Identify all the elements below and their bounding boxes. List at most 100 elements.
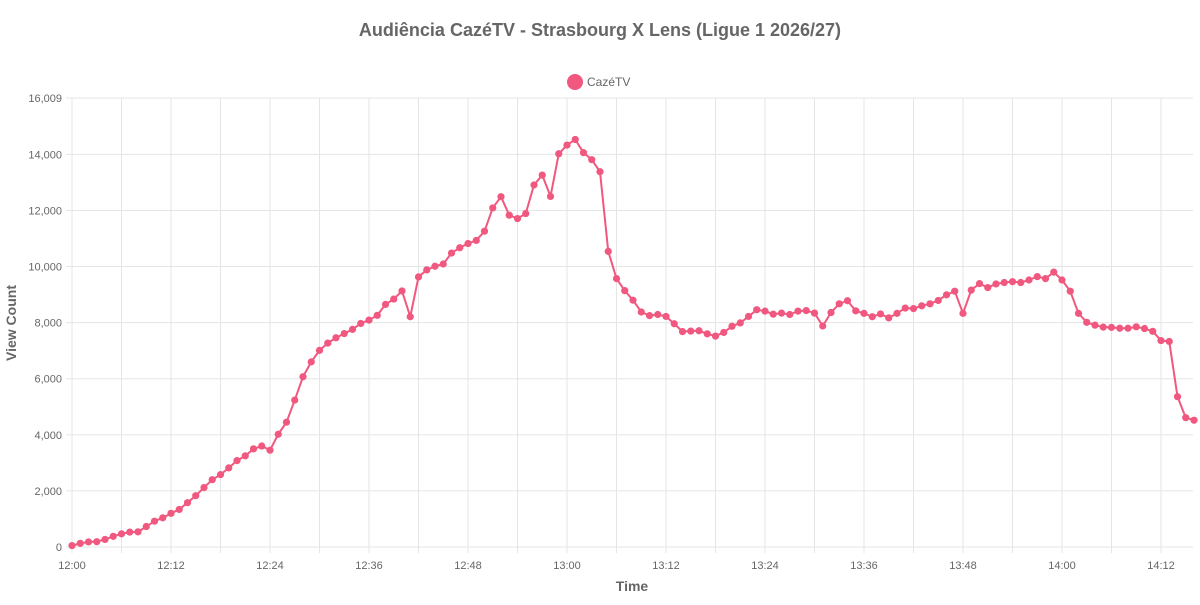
data-point[interactable] — [1017, 278, 1025, 287]
data-point[interactable] — [934, 296, 942, 305]
data-point[interactable] — [159, 514, 167, 522]
data-point[interactable] — [225, 464, 233, 472]
data-point[interactable] — [687, 327, 695, 335]
data-point[interactable] — [1008, 278, 1017, 286]
data-point[interactable] — [1173, 393, 1182, 401]
data-point[interactable] — [109, 532, 117, 540]
data-point[interactable] — [282, 418, 291, 426]
data-point[interactable] — [431, 262, 439, 270]
data-point[interactable] — [497, 193, 505, 201]
data-point[interactable] — [827, 308, 835, 317]
data-point[interactable] — [381, 300, 390, 308]
data-point[interactable] — [711, 332, 720, 340]
data-point[interactable] — [175, 505, 183, 514]
data-point[interactable] — [1025, 276, 1033, 284]
data-point[interactable] — [456, 244, 464, 252]
data-point[interactable] — [1149, 327, 1157, 335]
data-point[interactable] — [365, 316, 373, 324]
data-point[interactable] — [629, 296, 637, 304]
data-point[interactable] — [1099, 323, 1107, 331]
data-point[interactable] — [274, 430, 282, 438]
data-point[interactable] — [307, 358, 315, 366]
data-point[interactable] — [1033, 273, 1041, 281]
data-point[interactable] — [472, 236, 480, 245]
data-point[interactable] — [563, 141, 571, 149]
data-point[interactable] — [538, 171, 546, 179]
data-point[interactable] — [291, 396, 299, 404]
data-point[interactable] — [703, 330, 711, 338]
data-point[interactable] — [68, 542, 76, 550]
data-point[interactable] — [208, 476, 216, 484]
data-point[interactable] — [332, 334, 340, 342]
data-point[interactable] — [1165, 337, 1173, 346]
data-point[interactable] — [918, 302, 926, 310]
data-point[interactable] — [200, 483, 208, 492]
data-point[interactable] — [398, 287, 406, 295]
data-point[interactable] — [794, 307, 802, 315]
data-point[interactable] — [843, 297, 852, 305]
data-point[interactable] — [728, 322, 736, 330]
data-point[interactable] — [992, 280, 1000, 288]
data-point[interactable] — [596, 168, 604, 176]
data-point[interactable] — [373, 311, 381, 319]
data-point[interactable] — [101, 535, 109, 544]
data-point[interactable] — [678, 328, 687, 336]
data-point[interactable] — [802, 306, 810, 315]
data-point[interactable] — [348, 325, 357, 333]
data-point[interactable] — [1124, 324, 1132, 332]
data-point[interactable] — [926, 300, 934, 308]
data-point[interactable] — [1050, 268, 1058, 276]
data-point[interactable] — [76, 539, 84, 547]
data-point[interactable] — [126, 528, 134, 536]
data-point[interactable] — [1116, 324, 1124, 332]
data-point[interactable] — [134, 528, 142, 536]
data-point[interactable] — [819, 322, 827, 330]
data-point[interactable] — [810, 309, 819, 317]
data-point[interactable] — [753, 306, 761, 314]
data-point[interactable] — [216, 471, 225, 479]
data-point[interactable] — [769, 310, 777, 318]
data-point[interactable] — [744, 312, 753, 321]
data-point[interactable] — [439, 260, 447, 268]
data-point[interactable] — [447, 249, 456, 257]
data-point[interactable] — [1140, 324, 1149, 333]
data-point[interactable] — [579, 149, 588, 157]
data-point[interactable] — [959, 309, 967, 317]
data-point[interactable] — [142, 522, 150, 531]
data-point[interactable] — [951, 287, 959, 295]
data-point[interactable] — [192, 492, 200, 500]
data-point[interactable] — [876, 310, 885, 318]
data-point[interactable] — [1091, 321, 1099, 329]
data-point[interactable] — [530, 181, 538, 189]
data-point[interactable] — [942, 291, 951, 299]
data-point[interactable] — [150, 517, 159, 525]
data-point[interactable] — [1190, 416, 1198, 424]
legend[interactable]: CazéTV — [567, 74, 630, 90]
data-point[interactable] — [1107, 323, 1116, 331]
data-point[interactable] — [406, 313, 414, 321]
data-point[interactable] — [513, 214, 522, 223]
data-point[interactable] — [1066, 287, 1074, 295]
data-point[interactable] — [117, 530, 126, 538]
data-point[interactable] — [233, 457, 241, 465]
data-point[interactable] — [423, 266, 431, 274]
data-point[interactable] — [662, 312, 670, 321]
data-point[interactable] — [604, 247, 612, 255]
data-point[interactable] — [340, 329, 348, 338]
data-point[interactable] — [93, 538, 101, 546]
data-point[interactable] — [984, 283, 992, 292]
data-point[interactable] — [1000, 278, 1008, 287]
data-point[interactable] — [315, 346, 324, 354]
data-point[interactable] — [860, 309, 868, 317]
data-point[interactable] — [885, 314, 893, 322]
data-point[interactable] — [645, 312, 654, 320]
data-point[interactable] — [835, 300, 843, 308]
data-point[interactable] — [761, 307, 769, 315]
data-point[interactable] — [901, 304, 909, 312]
data-point[interactable] — [266, 446, 274, 454]
data-point[interactable] — [489, 204, 497, 212]
data-point[interactable] — [522, 209, 530, 218]
data-point[interactable] — [183, 499, 192, 507]
data-point[interactable] — [588, 156, 596, 164]
data-point[interactable] — [967, 286, 975, 294]
